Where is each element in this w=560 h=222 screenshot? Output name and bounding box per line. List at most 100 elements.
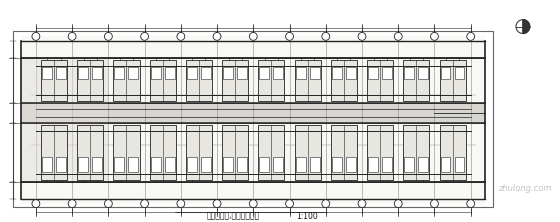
Bar [187, 67, 197, 79]
Bar [346, 157, 356, 172]
Bar [382, 157, 392, 172]
Bar [201, 157, 211, 172]
Bar [295, 125, 321, 180]
Text: 一层给排水,消火栓平面图: 一层给排水,消火栓平面图 [207, 212, 260, 220]
Bar [237, 157, 247, 172]
Bar [310, 157, 320, 172]
Bar [41, 125, 67, 180]
Bar [346, 67, 356, 79]
Circle shape [394, 32, 402, 40]
Bar [223, 67, 233, 79]
Bar [441, 157, 450, 172]
Bar [151, 67, 161, 79]
Bar [223, 157, 233, 172]
Bar [222, 60, 248, 101]
Bar [418, 157, 428, 172]
Bar [92, 157, 102, 172]
Bar [455, 157, 464, 172]
Text: zhulong.com: zhulong.com [498, 184, 552, 193]
Bar [41, 60, 67, 101]
Bar [150, 125, 176, 180]
Bar [114, 125, 139, 180]
Circle shape [467, 200, 475, 208]
Bar [78, 67, 88, 79]
Circle shape [358, 200, 366, 208]
Bar [56, 157, 66, 172]
Bar [21, 103, 486, 123]
Bar [368, 67, 378, 79]
Circle shape [358, 32, 366, 40]
Circle shape [68, 200, 76, 208]
Bar [258, 60, 284, 101]
Bar [128, 157, 138, 172]
Bar [77, 125, 103, 180]
Bar [331, 60, 357, 101]
Bar [310, 67, 320, 79]
Bar [273, 157, 283, 172]
Bar [150, 60, 176, 101]
Bar [128, 67, 138, 79]
Circle shape [286, 32, 293, 40]
Circle shape [431, 200, 438, 208]
Bar [114, 67, 124, 79]
Polygon shape [523, 20, 530, 34]
Bar [441, 67, 450, 79]
Bar [259, 157, 269, 172]
Bar [404, 157, 414, 172]
Bar [56, 67, 66, 79]
Bar [77, 60, 103, 101]
Bar [78, 157, 88, 172]
Bar [259, 67, 269, 79]
Circle shape [104, 32, 113, 40]
Circle shape [68, 32, 76, 40]
Bar [382, 67, 392, 79]
Bar [21, 58, 109, 182]
Bar [403, 60, 430, 101]
Bar [151, 157, 161, 172]
Bar [114, 157, 124, 172]
Circle shape [177, 200, 185, 208]
Bar [165, 157, 175, 172]
Bar [258, 125, 284, 180]
Bar [332, 157, 342, 172]
Bar [165, 67, 175, 79]
Circle shape [394, 200, 402, 208]
Bar [273, 67, 283, 79]
Bar [331, 125, 357, 180]
Bar [42, 157, 52, 172]
Bar [403, 125, 430, 180]
Bar [237, 67, 247, 79]
Circle shape [286, 200, 293, 208]
Bar [295, 60, 321, 101]
Circle shape [213, 200, 221, 208]
Circle shape [322, 32, 330, 40]
Circle shape [516, 20, 530, 34]
Bar [92, 67, 102, 79]
Circle shape [177, 32, 185, 40]
Bar [368, 157, 378, 172]
Circle shape [32, 32, 40, 40]
Bar [440, 60, 465, 101]
Circle shape [141, 32, 148, 40]
Bar [455, 67, 464, 79]
Bar [404, 67, 414, 79]
Bar [42, 67, 52, 79]
Bar [296, 67, 306, 79]
Bar [13, 32, 493, 207]
Bar [440, 125, 465, 180]
Bar [332, 67, 342, 79]
Circle shape [213, 32, 221, 40]
Bar [21, 36, 486, 204]
Text: 1:100: 1:100 [297, 212, 318, 220]
Bar [187, 157, 197, 172]
Circle shape [104, 200, 113, 208]
Bar [186, 125, 212, 180]
Circle shape [467, 32, 475, 40]
Circle shape [249, 200, 257, 208]
Circle shape [249, 32, 257, 40]
Circle shape [431, 32, 438, 40]
Bar [418, 67, 428, 79]
Circle shape [322, 200, 330, 208]
Bar [114, 60, 139, 101]
Circle shape [141, 200, 148, 208]
